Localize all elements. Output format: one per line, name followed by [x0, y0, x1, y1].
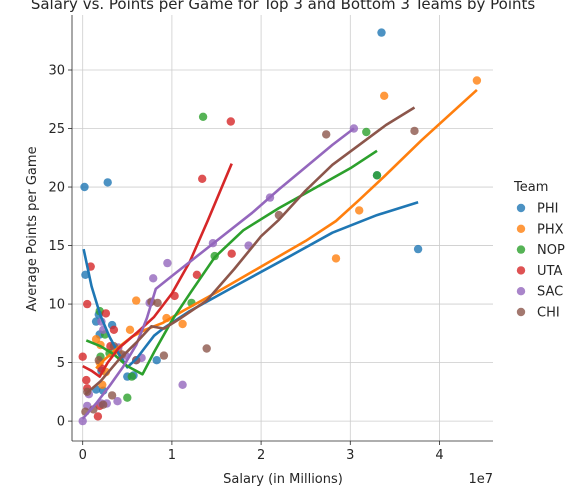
legend-item-sac: SAC [537, 285, 563, 300]
data-point [78, 352, 87, 361]
data-point [152, 356, 161, 365]
data-point [149, 274, 158, 283]
series-sac [78, 124, 359, 426]
data-point [202, 344, 211, 353]
axes: 0 1 2 3 4 0 5 10 15 20 25 30 [48, 15, 493, 463]
fit-line-uta [82, 163, 233, 378]
data-point [107, 391, 117, 400]
y-tick-label: 0 [57, 415, 65, 430]
data-point [227, 249, 236, 258]
legend-marker [516, 307, 526, 317]
data-point [413, 244, 423, 254]
data-point [109, 325, 119, 334]
data-point [362, 127, 371, 137]
data-point [123, 393, 132, 402]
data-point [78, 416, 87, 426]
legend-item-phx: PHX [537, 222, 564, 237]
legend-marker [516, 224, 526, 233]
data-point [99, 400, 108, 409]
legend-marker [516, 266, 526, 275]
data-point [198, 174, 207, 183]
data-point [192, 270, 202, 279]
x-tick-label: 1 [168, 448, 176, 463]
x-axis-label: Salary (in Millions) [223, 472, 343, 487]
data-point [472, 76, 482, 85]
plot-area [78, 28, 482, 426]
fit-line-sac [81, 127, 355, 420]
grid-lines [72, 15, 493, 441]
data-point [132, 296, 141, 305]
data-point [355, 206, 364, 215]
legend-item-phi: PHI [537, 202, 558, 217]
x-tick-label: 2 [257, 448, 265, 463]
y-tick-label: 15 [48, 239, 65, 254]
fit-line-chi [84, 106, 416, 396]
data-point [322, 130, 331, 139]
data-point [101, 309, 111, 318]
y-tick-label: 10 [48, 298, 65, 313]
y-tick-label: 25 [48, 122, 65, 137]
fit-line-phi [82, 201, 419, 369]
data-point [91, 335, 101, 344]
data-point [380, 91, 389, 101]
data-point [82, 375, 91, 385]
data-point [331, 254, 341, 263]
data-point [93, 412, 103, 421]
x-tick-label: 4 [435, 448, 443, 463]
data-point [83, 299, 92, 309]
data-point [377, 28, 386, 37]
data-point [113, 397, 122, 406]
y-tick-label: 30 [48, 64, 65, 79]
legend-title: Team [513, 180, 548, 195]
y-axis-label: Average Points per Game [25, 146, 40, 311]
legend-item-uta: UTA [537, 264, 562, 279]
legend-item-chi: CHI [537, 306, 560, 321]
data-point [372, 171, 382, 180]
x-tick-label: 0 [79, 448, 87, 463]
data-point [198, 112, 208, 122]
data-point [80, 182, 89, 192]
series-phi [80, 28, 423, 395]
data-point [127, 372, 136, 381]
chart-title: Salary vs. Points per Game for Top 3 and… [31, 0, 536, 13]
data-point [163, 258, 172, 268]
legend: Team PHI PHX NOP UTA SAC CHI [513, 180, 565, 321]
y-tick-label: 20 [48, 181, 65, 196]
legend-marker [516, 245, 526, 254]
y-tick-label: 5 [57, 356, 65, 371]
data-point [226, 117, 235, 126]
legend-marker [516, 203, 526, 213]
data-point [178, 380, 187, 389]
data-point [103, 178, 112, 187]
data-point [153, 298, 162, 308]
x-tick-label: 3 [346, 448, 354, 463]
fit-line-nop [85, 149, 378, 376]
legend-item-nop: NOP [537, 243, 565, 258]
series-uta [78, 117, 236, 421]
data-point [178, 319, 187, 329]
data-point [125, 325, 135, 334]
data-point [159, 351, 169, 360]
legend-marker [516, 287, 526, 296]
x-axis-offset-text: 1e7 [468, 472, 493, 487]
data-point [410, 126, 419, 136]
